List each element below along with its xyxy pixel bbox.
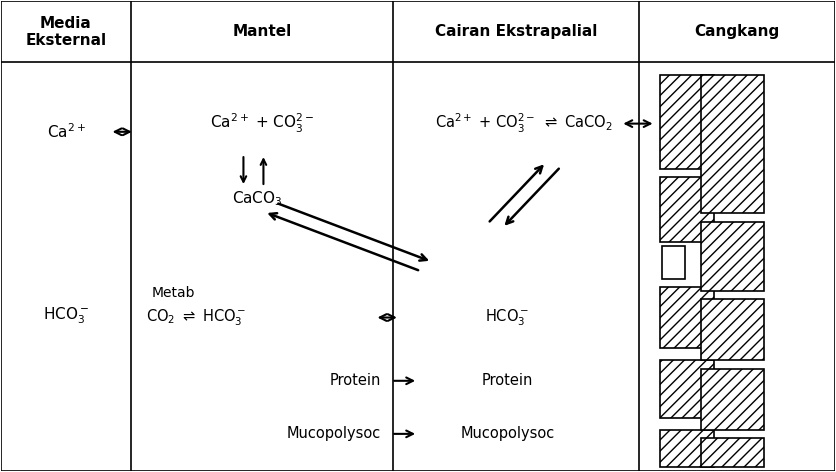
Text: Cangkang: Cangkang xyxy=(694,25,779,39)
Bar xyxy=(701,221,764,291)
Text: Ca$^{2+}$: Ca$^{2+}$ xyxy=(47,122,85,141)
Bar xyxy=(701,75,764,213)
Bar xyxy=(660,361,714,418)
Bar xyxy=(660,177,714,242)
Text: Ca$^{2+}$ + CO$_3^{2-}$ $\rightleftharpoons$ CaCO$_2$: Ca$^{2+}$ + CO$_3^{2-}$ $\rightleftharpo… xyxy=(436,112,613,135)
Bar xyxy=(701,369,764,430)
Bar xyxy=(660,430,714,466)
Text: Media
Eksternal: Media Eksternal xyxy=(25,16,106,48)
Text: Ca$^{2+}$ + CO$_3^{2-}$: Ca$^{2+}$ + CO$_3^{2-}$ xyxy=(210,112,314,135)
Text: Mucopolysoc: Mucopolysoc xyxy=(286,426,380,441)
Bar xyxy=(662,246,686,279)
Text: CO$_2$ $\rightleftharpoons$ HCO$_3^-$: CO$_2$ $\rightleftharpoons$ HCO$_3^-$ xyxy=(145,307,246,328)
Text: HCO$_3^-$: HCO$_3^-$ xyxy=(486,307,530,328)
Text: Mantel: Mantel xyxy=(232,25,292,39)
Text: Cairan Ekstrapalial: Cairan Ekstrapalial xyxy=(435,25,597,39)
Bar xyxy=(701,438,764,466)
Text: Metab: Metab xyxy=(151,286,195,300)
Text: HCO$_3^-$: HCO$_3^-$ xyxy=(43,305,89,326)
Bar xyxy=(660,287,714,348)
Text: Protein: Protein xyxy=(482,373,533,388)
Text: CaCO$_3$: CaCO$_3$ xyxy=(232,190,283,209)
Text: Mucopolysoc: Mucopolysoc xyxy=(461,426,555,441)
Bar xyxy=(701,299,764,361)
Text: Protein: Protein xyxy=(329,373,380,388)
Bar xyxy=(660,75,714,169)
